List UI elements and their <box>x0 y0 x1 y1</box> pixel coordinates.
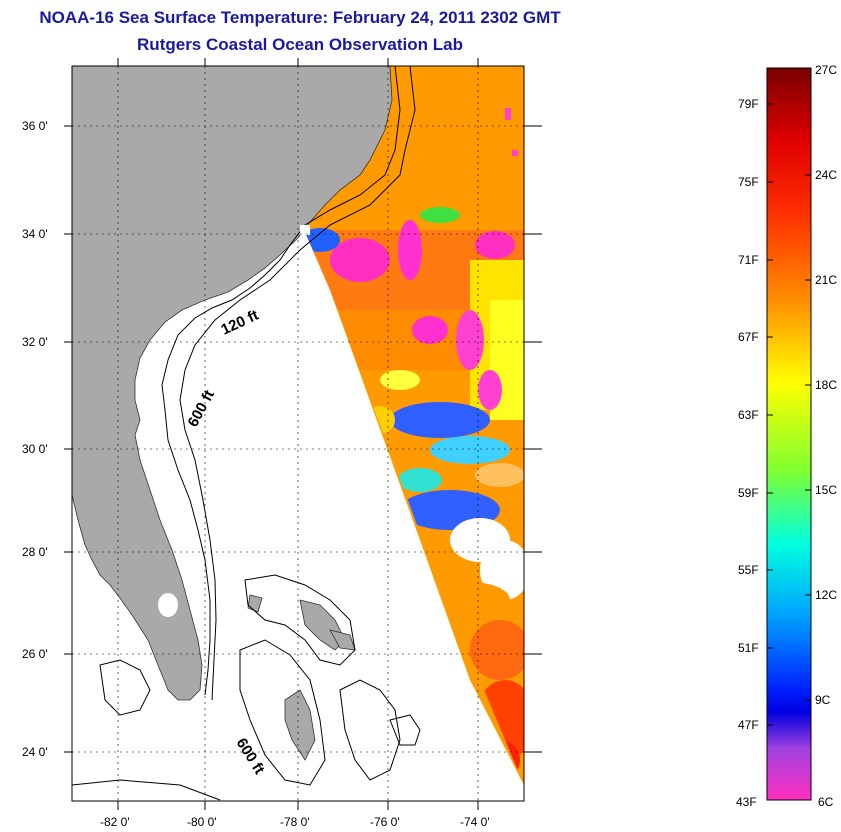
lat-label: 36 0' <box>22 119 48 133</box>
colorbar-f-label: 43F <box>736 795 757 809</box>
colorbar-c-label: 24C <box>815 168 837 182</box>
lat-label: 28 0' <box>22 545 48 559</box>
colorbar-c-label: 9C <box>815 693 831 707</box>
lon-label: -80 0' <box>187 815 217 829</box>
colorbar-f-label: 51F <box>738 641 759 655</box>
colorbar-f-label: 75F <box>738 175 759 189</box>
colorbar-f-label: 63F <box>738 408 759 422</box>
colorbar-c-label: 27C <box>815 63 837 77</box>
grid-lines <box>72 66 524 801</box>
colorbar-f-label: 71F <box>738 253 759 267</box>
colorbar-c-label: 12C <box>815 588 837 602</box>
lat-label: 24 0' <box>22 745 48 759</box>
lake-icon <box>158 593 178 617</box>
map-subtitle: Rutgers Coastal Ocean Observation Lab <box>137 35 463 54</box>
lon-label: -78 0' <box>280 815 310 829</box>
lat-labels: 36 0' 34 0' 32 0' 30 0' 28 0' 26 0' 24 0… <box>22 119 48 759</box>
lat-ticks <box>64 125 542 753</box>
colorbar-f-labels: 79F 75F 71F 67F 63F 59F 55F 51F 47F 43F <box>736 97 759 809</box>
colorbar-f-label: 79F <box>738 97 759 111</box>
lat-label: 30 0' <box>22 442 48 456</box>
colorbar-c-labels: 27C 24C 21C 18C 15C 12C 9C 6C <box>815 63 837 809</box>
colorbar-c-ticks <box>805 174 811 701</box>
lon-label: -76 0' <box>370 815 400 829</box>
colorbar-f-label: 59F <box>738 486 759 500</box>
colorbar-f-label: 55F <box>738 563 759 577</box>
sst-swath <box>305 66 524 785</box>
colorbar-c-label: 15C <box>815 483 837 497</box>
colorbar-c-label: 21C <box>815 273 837 287</box>
map-title: NOAA-16 Sea Surface Temperature: Februar… <box>39 8 561 27</box>
lon-labels: -82 0' -80 0' -78 0' -76 0' -74 0' <box>100 815 490 829</box>
lat-label: 26 0' <box>22 647 48 661</box>
lon-label: -82 0' <box>100 815 130 829</box>
land-mass <box>72 66 393 701</box>
colorbar-f-label: 67F <box>738 330 759 344</box>
lat-label: 32 0' <box>22 335 48 349</box>
colorbar-c-label: 18C <box>815 378 837 392</box>
colorbar-c-label: 6C <box>818 795 834 809</box>
bathymetry-contours <box>72 66 421 801</box>
colorbar-f-label: 47F <box>738 718 759 732</box>
lat-label: 34 0' <box>22 227 48 241</box>
lon-ticks <box>117 58 479 810</box>
colorbar-f-ticks <box>767 103 773 726</box>
lon-label: -74 0' <box>460 815 490 829</box>
colorbar <box>766 67 812 801</box>
